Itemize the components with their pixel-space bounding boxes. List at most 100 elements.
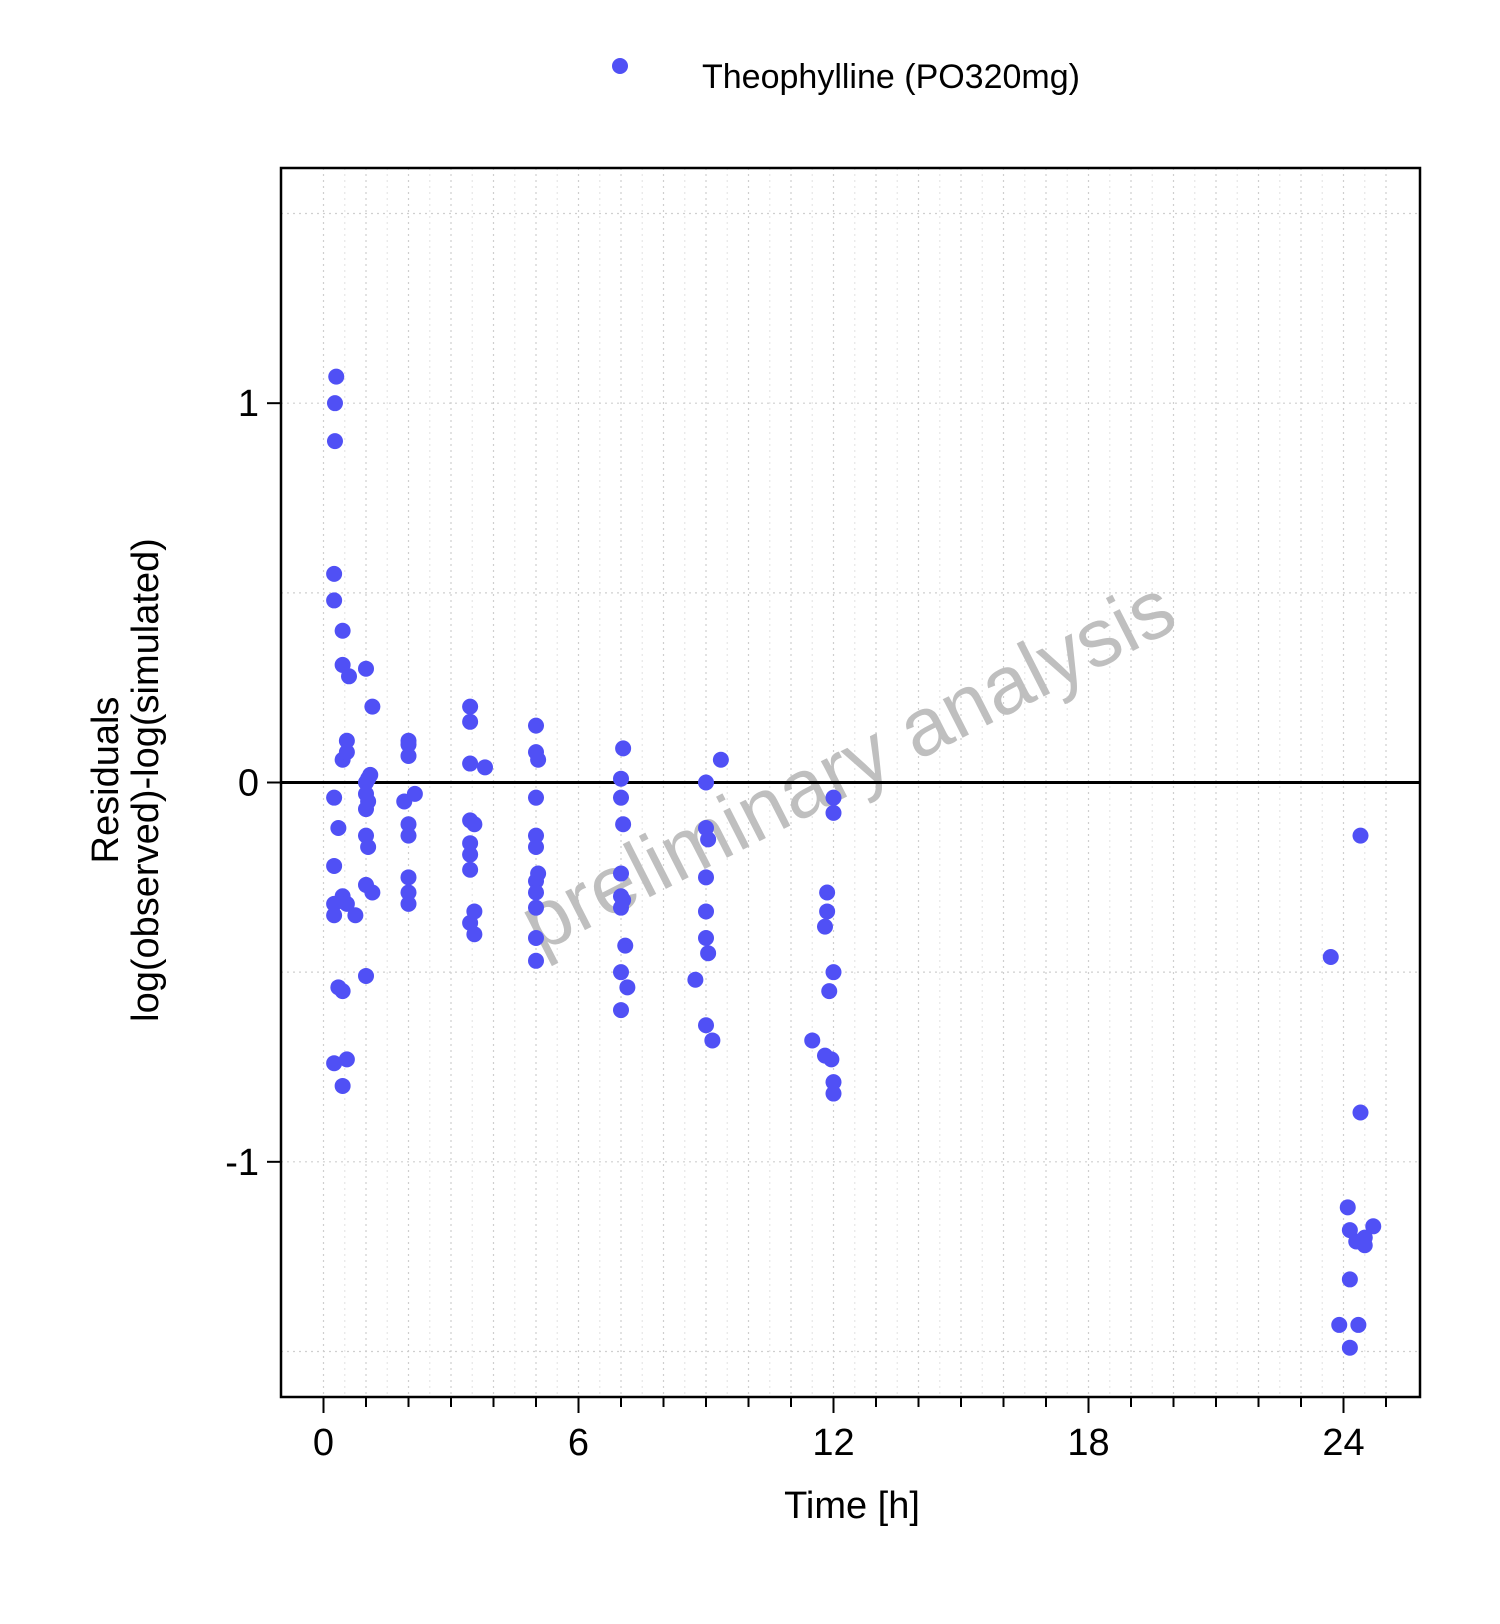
data-point (825, 789, 842, 806)
y-tick-label: -1 (225, 1142, 259, 1184)
data-point (477, 759, 493, 776)
data-point (462, 846, 479, 863)
data-point (1365, 1218, 1382, 1235)
data-point (400, 884, 417, 901)
watermark-text: preliminary analysis (506, 562, 1189, 970)
data-point (326, 1055, 343, 1072)
data-point (400, 816, 417, 833)
data-point (338, 732, 355, 749)
data-point (698, 1017, 714, 1034)
data-point (617, 937, 634, 954)
data-point (615, 740, 632, 757)
x-tick-label: 12 (812, 1422, 854, 1464)
data-point (347, 907, 364, 924)
data-point (400, 736, 417, 753)
x-tick-label: 6 (568, 1422, 589, 1464)
data-point (613, 865, 629, 882)
data-point (698, 903, 714, 920)
legend-label: Theophylline (PO320mg) (702, 58, 1080, 96)
data-point (462, 861, 479, 878)
data-point (613, 770, 629, 787)
y-axis-title-line1: Residuals (85, 697, 127, 864)
data-point (821, 983, 838, 1000)
data-point (462, 835, 479, 852)
data-point (825, 804, 842, 821)
tick-labels: 0 6 12 18 24 -1 0 1 (225, 383, 1364, 1464)
data-point (326, 789, 343, 806)
data-point (400, 747, 417, 764)
data-point (326, 433, 343, 450)
data-point (466, 816, 483, 833)
data-point (528, 717, 544, 734)
x-tick-label: 18 (1067, 1422, 1109, 1464)
data-point (530, 751, 547, 768)
data-point (462, 698, 479, 715)
data-point (1352, 1104, 1369, 1121)
data-point (615, 816, 632, 833)
data-point (330, 820, 347, 837)
data-point (528, 930, 544, 947)
data-point (528, 789, 544, 806)
data-point (528, 838, 544, 855)
data-point (358, 967, 374, 984)
data-point (819, 903, 836, 920)
data-point (400, 895, 417, 912)
data-point (326, 907, 343, 924)
data-point (406, 785, 423, 802)
y-tick-label: 0 (238, 763, 259, 805)
data-point (1352, 827, 1369, 844)
data-point (326, 395, 343, 412)
data-point (364, 698, 381, 715)
data-point (698, 869, 714, 886)
data-point (338, 1051, 355, 1068)
data-point (462, 755, 479, 772)
legend: Theophylline (PO320mg) (612, 58, 1080, 96)
data-point (466, 903, 483, 920)
data-point (615, 892, 632, 909)
data-point (700, 831, 717, 848)
data-point (334, 622, 351, 639)
data-point (462, 713, 479, 730)
data-point (698, 930, 714, 947)
x-tick-label: 0 (313, 1422, 334, 1464)
data-point (528, 952, 544, 969)
data-point (334, 983, 351, 1000)
data-point (1339, 1199, 1356, 1216)
y-tick-label: 1 (238, 383, 259, 425)
data-point (825, 1085, 842, 1102)
data-point (613, 964, 629, 981)
data-point (528, 827, 544, 844)
data-point (364, 884, 381, 901)
data-point (704, 1032, 721, 1049)
data-point (360, 793, 377, 810)
data-point (698, 774, 714, 791)
data-point (362, 766, 379, 783)
data-point (1341, 1271, 1358, 1288)
x-axis-title: Time [h] (784, 1485, 920, 1527)
grid-lines (281, 168, 1420, 1397)
data-point (613, 789, 629, 806)
data-point (1350, 1316, 1367, 1333)
data-point (1331, 1316, 1348, 1333)
data-point (528, 884, 544, 901)
data-point (328, 368, 345, 385)
data-point (825, 1074, 842, 1091)
data-point (1322, 948, 1339, 965)
data-point (338, 895, 355, 912)
data-point (530, 865, 547, 882)
data-point (712, 751, 729, 768)
data-point (400, 869, 417, 886)
data-point (400, 827, 417, 844)
data-point (817, 918, 833, 935)
data-point (341, 668, 357, 685)
data-point (326, 857, 343, 874)
data-point (338, 744, 355, 761)
tick-marks (267, 402, 1387, 1413)
legend-marker (612, 58, 628, 74)
data-point (334, 1077, 351, 1094)
data-point (687, 971, 704, 988)
data-point (619, 979, 636, 996)
data-point (613, 1002, 629, 1019)
data-point (360, 838, 377, 855)
